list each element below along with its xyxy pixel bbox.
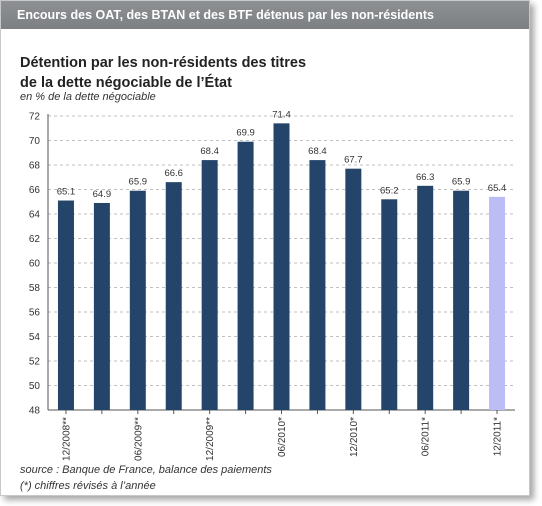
data-label: 68.4 xyxy=(200,146,219,157)
data-label: 64.9 xyxy=(93,189,112,200)
bar xyxy=(345,168,362,410)
bar xyxy=(273,123,290,410)
data-label: 71.4 xyxy=(272,109,291,120)
chart-card: Encours des OAT, des BTAN et des BTF dét… xyxy=(0,0,530,496)
y-tick-label: 66 xyxy=(29,185,41,196)
chart-title-line-1: Détention par les non-résidents des titr… xyxy=(20,55,307,71)
y-tick-label: 60 xyxy=(29,259,41,270)
bar xyxy=(237,141,254,410)
data-label: 66.3 xyxy=(416,172,435,183)
y-tick-label: 56 xyxy=(29,308,41,319)
data-label: 65.4 xyxy=(488,183,507,194)
x-tick-label: 12/2010* xyxy=(349,417,360,457)
bar xyxy=(453,190,470,410)
bar xyxy=(489,196,506,410)
chart-title-line-2: de la dette négociable de l’État xyxy=(20,75,232,91)
y-tick-label: 50 xyxy=(29,381,41,392)
data-label: 65.1 xyxy=(57,187,76,198)
x-tick-label: 06/2010* xyxy=(277,417,288,457)
y-tick-label: 62 xyxy=(29,234,41,245)
y-tick-label: 68 xyxy=(29,161,41,172)
x-tick-label: 06/2009** xyxy=(133,417,144,461)
y-tick-label: 52 xyxy=(29,357,41,368)
data-label: 65.2 xyxy=(380,185,399,196)
data-label: 69.9 xyxy=(236,128,255,139)
data-label: 68.4 xyxy=(308,146,327,157)
y-tick-label: 72 xyxy=(29,112,41,123)
data-label: 65.9 xyxy=(452,177,471,188)
bar xyxy=(309,160,326,410)
x-tick-label: 12/2009** xyxy=(205,417,216,461)
x-tick-label: 12/2008** xyxy=(61,417,72,461)
revision-note: (*) chiffres révisés à l’année xyxy=(20,480,156,492)
data-label: 66.6 xyxy=(164,168,183,179)
source-note: source : Banque de France, balance des p… xyxy=(20,464,272,476)
chart-title: Détention par les non-résidents des titr… xyxy=(20,53,306,93)
bar xyxy=(57,200,74,410)
y-tick-label: 48 xyxy=(29,406,41,417)
y-tick-label: 70 xyxy=(29,136,41,147)
bar xyxy=(165,182,182,410)
y-tick-label: 54 xyxy=(29,332,41,343)
chart-subtitle: en % de la dette négociable xyxy=(20,91,156,103)
chart-footer: source : Banque de France, balance des p… xyxy=(20,462,272,494)
data-label: 65.9 xyxy=(129,177,148,188)
bar xyxy=(93,202,110,410)
y-tick-label: 64 xyxy=(29,210,41,221)
y-tick-label: 58 xyxy=(29,283,41,294)
x-tick-label: 06/2011* xyxy=(421,417,432,456)
bar xyxy=(381,199,398,410)
data-label: 67.7 xyxy=(344,155,363,166)
bar xyxy=(129,190,146,410)
bar xyxy=(201,160,218,410)
banner-title: Encours des OAT, des BTAN et des BTF dét… xyxy=(1,1,529,29)
bar xyxy=(417,185,434,410)
x-tick-label: 12/2011* xyxy=(493,417,504,456)
